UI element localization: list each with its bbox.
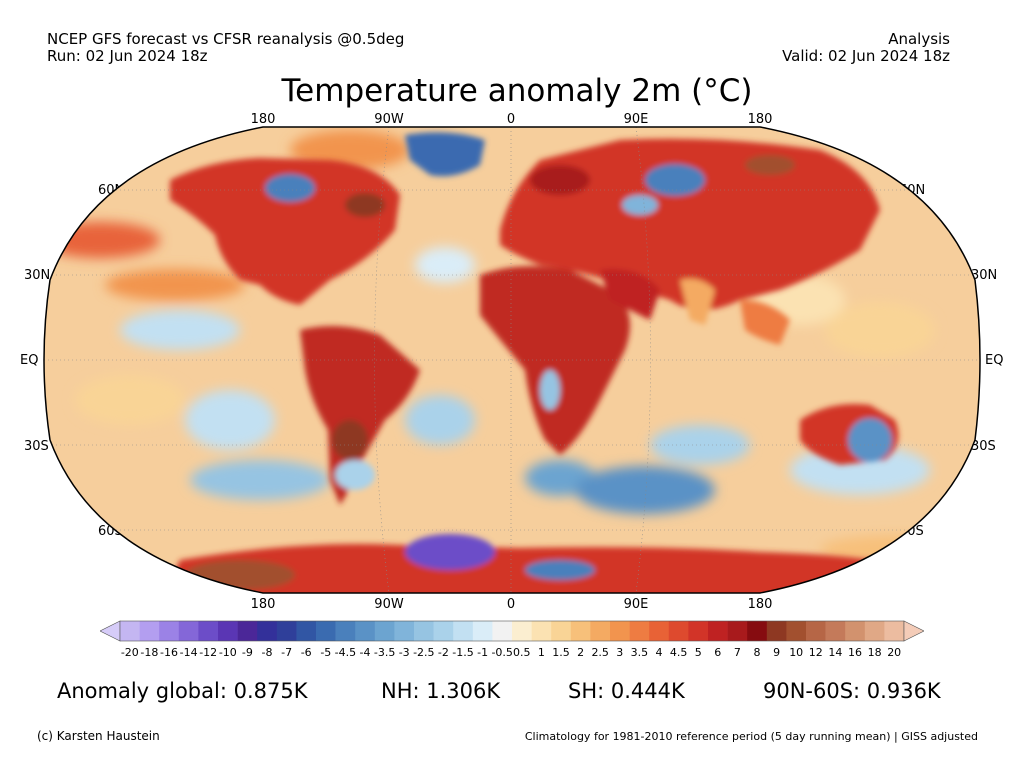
colorbar-swatch [668, 621, 689, 641]
lon-label-bottom: 90W [374, 597, 404, 612]
antarctic-warm-anomaly [185, 560, 295, 590]
colorbar-swatch [335, 621, 356, 641]
lat-label-right: 30N [971, 268, 998, 283]
colorbar-swatch [610, 621, 630, 641]
south-america-warm-anomaly [332, 420, 368, 460]
lon-label-top: 90W [374, 112, 404, 127]
north-america [170, 158, 400, 305]
colorbar-swatch [414, 621, 434, 641]
colorbar-swatch [472, 621, 493, 641]
colorbar-swatch [747, 621, 768, 641]
arabia [600, 269, 660, 320]
scandinavia-warm-anomaly [530, 165, 590, 195]
india [680, 278, 715, 325]
colorbar-swatch [178, 621, 199, 641]
siberia-cold-anomaly [645, 164, 705, 196]
greenland [405, 132, 485, 177]
run-time: Run: 02 Jun 2024 18z [47, 47, 208, 65]
colorbar-swatch [139, 621, 160, 641]
colorbar-swatch [120, 621, 140, 641]
climatology-note: Climatology for 1981-2010 reference peri… [524, 730, 978, 743]
model-description: NCEP GFS forecast vs CFSR reanalysis @0.… [47, 30, 405, 48]
patagonia-cold-anomaly [335, 460, 375, 490]
lat-label-left: 30S [24, 439, 49, 454]
colorbar-swatch [257, 621, 278, 641]
colorbar-swatch [316, 621, 336, 641]
colorbar-swatch [198, 621, 219, 641]
colorbar-swatch [237, 621, 258, 641]
colorbar-swatch [374, 621, 395, 641]
hudson-bay-cold-anomaly [265, 174, 315, 202]
southwest-africa-cold-anomaly [540, 370, 560, 410]
credit: (c) Karsten Haustein [37, 729, 160, 743]
colorbar-swatch [492, 621, 513, 641]
colorbar-swatch [884, 621, 905, 641]
colorbar-swatch [629, 621, 650, 641]
stat-90n-60s-anomaly: 90N-60S: 0.936K [763, 679, 941, 703]
lon-label-bottom: 0 [506, 597, 516, 612]
colorbar-swatch [453, 621, 474, 641]
land-masses [160, 132, 920, 593]
lon-label-top: 180 [747, 112, 773, 127]
lon-label-bottom: 180 [250, 597, 276, 612]
colorbar-swatch [688, 621, 709, 641]
analysis-label: Analysis [888, 30, 950, 48]
east-australia-cold-anomaly [848, 418, 892, 462]
colorbar-swatch [806, 621, 826, 641]
lat-label-left: 30N [24, 268, 51, 283]
antarctic-cold-anomaly [405, 534, 495, 570]
lat-label-right: 30S [971, 439, 996, 454]
map-field [44, 127, 980, 593]
valid-time: Valid: 02 Jun 2024 18z [782, 47, 950, 65]
colorbar-swatch [766, 621, 787, 641]
lat-label-right: EQ [985, 353, 1004, 368]
colorbar-swatch [531, 621, 552, 641]
colorbar-swatch [433, 621, 454, 641]
colorbar-swatch [845, 621, 866, 641]
colorbar-swatch [570, 621, 591, 641]
colorbar [100, 620, 924, 642]
colorbar-swatch [394, 621, 415, 641]
lon-label-bottom: 90E [623, 597, 649, 612]
colorbar-swatch [159, 621, 180, 641]
colorbar-swatch [649, 621, 670, 641]
colorbar-swatch [825, 621, 846, 641]
lon-label-top: 180 [250, 112, 276, 127]
eurasia [500, 138, 880, 310]
southeast-asia [740, 300, 790, 345]
lon-label-top: 90E [623, 112, 649, 127]
graticule [44, 127, 980, 593]
colorbar-swatch [218, 621, 238, 641]
stat-nh-anomaly: NH: 1.306K [381, 679, 501, 703]
colorbar-max-extension [903, 620, 924, 642]
colorbar-swatch [786, 621, 807, 641]
lon-label-bottom: 180 [747, 597, 773, 612]
colorbar-swatch [512, 621, 532, 641]
colorbar-swatch [864, 621, 885, 641]
colorbar-swatch [727, 621, 748, 641]
stat-global-anomaly: Anomaly global: 0.875K [57, 679, 308, 703]
colorbar-swatch [276, 621, 297, 641]
map-border [43, 126, 981, 594]
map-title: Temperature anomaly 2m (°C) [281, 73, 753, 109]
east-siberia-warm-anomaly [745, 155, 795, 175]
colorbar-swatch [551, 621, 572, 641]
lon-label-top: 0 [506, 112, 516, 127]
colorbar-min-extension [100, 620, 121, 642]
colorbar-swatch [355, 621, 376, 641]
central-asia-cool-anomaly [622, 195, 658, 215]
africa [480, 266, 630, 455]
labrador-warm-anomaly [345, 193, 385, 217]
colorbar-swatch [590, 621, 611, 641]
south-america [300, 326, 420, 505]
stat-sh-anomaly: SH: 0.444K [568, 679, 685, 703]
antarctic-cool-anomaly [525, 560, 595, 580]
colorbar-swatch [296, 621, 317, 641]
lat-label-left: EQ [20, 353, 39, 368]
colorbar-swatch [708, 621, 728, 641]
